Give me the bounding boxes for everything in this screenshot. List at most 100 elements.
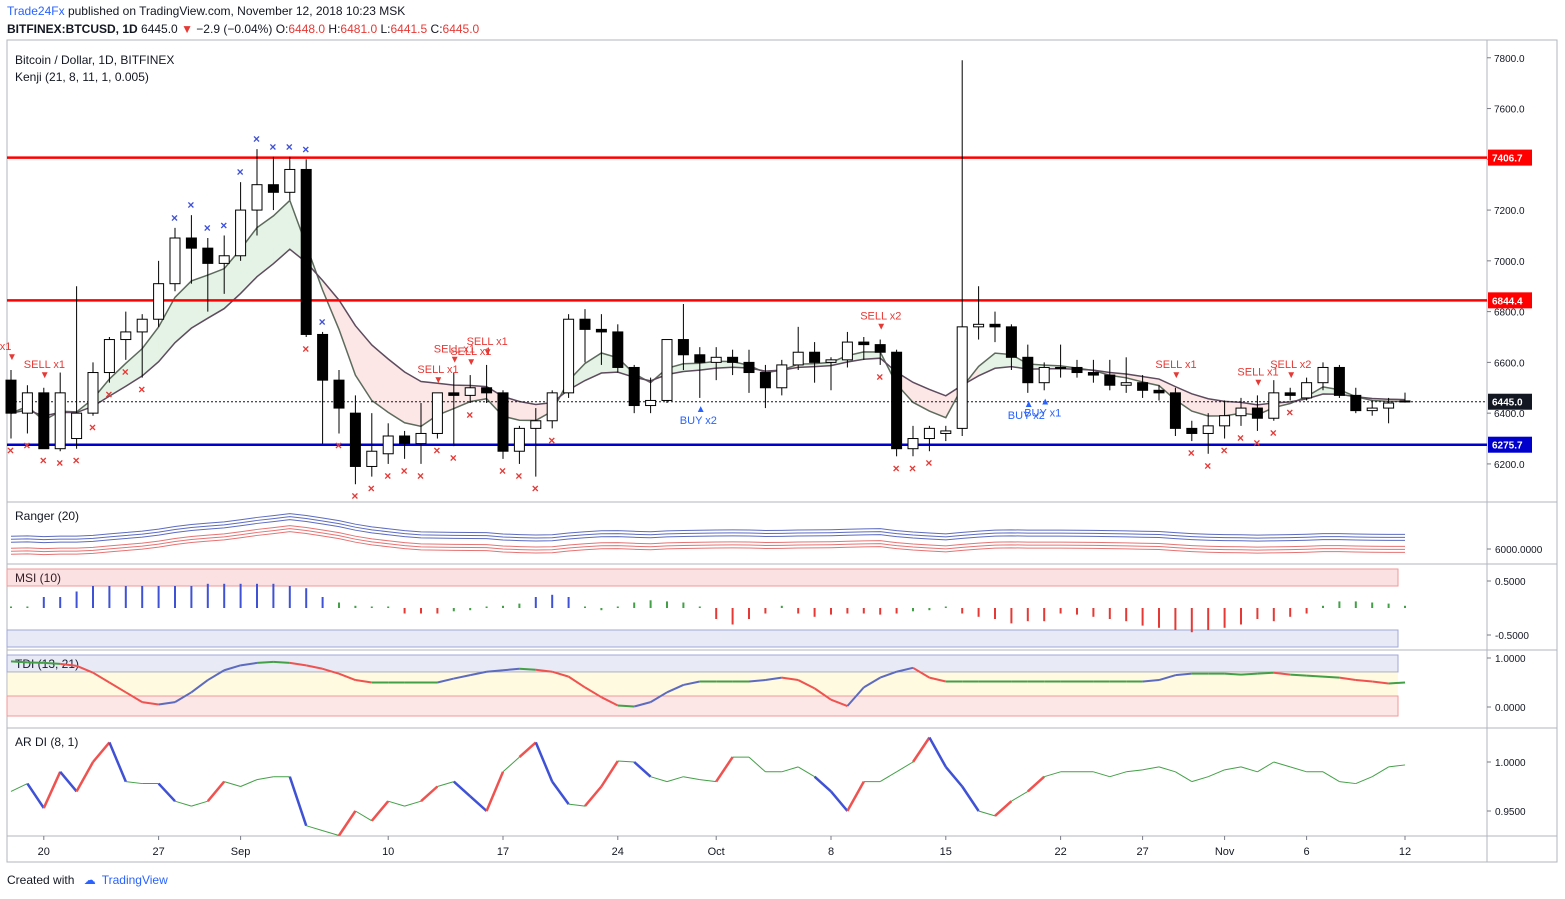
sell-signal-label: SELL x1 <box>24 359 65 371</box>
cross-low-marker: × <box>515 469 522 483</box>
sell-signal-label: SELL x1 <box>1237 366 1278 378</box>
tdi-segment <box>108 681 127 694</box>
ardi-segment <box>1011 790 1029 802</box>
low-label: L: <box>380 22 391 36</box>
tdi-segment <box>1224 672 1242 676</box>
trend-cloud <box>519 401 536 421</box>
tdi-segment <box>125 691 143 703</box>
ardi-segment <box>748 756 766 773</box>
tdi-segment <box>797 679 816 690</box>
trend-cloud <box>175 280 192 343</box>
open-value: 6448.0 <box>288 22 326 36</box>
candle <box>1104 359 1116 391</box>
tdi-segment <box>600 696 619 707</box>
ardi-segment <box>75 761 95 793</box>
sell-signal-label: SELL x1 <box>417 364 458 376</box>
sell-signal-label: SELL x1 <box>1155 359 1196 371</box>
cross-low-marker: × <box>1188 446 1195 460</box>
ardi-segment <box>1026 775 1046 793</box>
chart-canvas[interactable]: 7800.07600.07400.07200.07000.06800.06600… <box>0 0 1565 870</box>
sub-tick-label: -0.5000 <box>1495 631 1529 642</box>
tradingview-link[interactable]: TradingView <box>101 873 168 887</box>
trend-cloud <box>585 352 602 381</box>
candle-body <box>153 283 165 320</box>
tdi-segment <box>1306 674 1324 678</box>
candle-body <box>694 354 706 363</box>
level-tag <box>1488 292 1532 309</box>
candle-body <box>21 392 33 414</box>
last-price: 6445.0 <box>141 22 178 36</box>
candle-body <box>1251 407 1263 419</box>
candle-body <box>1022 356 1034 384</box>
candle-body <box>677 339 689 356</box>
ardi-segment <box>370 800 390 822</box>
tdi-segment <box>43 661 61 665</box>
cross-low-marker: × <box>368 482 375 496</box>
candle-body <box>317 333 329 381</box>
candle-body <box>87 372 99 414</box>
candle <box>1366 400 1378 416</box>
candle <box>612 324 624 373</box>
tdi-segment <box>519 667 536 671</box>
candle-body <box>38 392 50 450</box>
cross-low-marker: × <box>335 438 342 452</box>
sell-arrow-icon: ▼ <box>466 357 476 368</box>
time-axis[interactable]: 20 27 Sep 10 17 24 Oct 8 15 22 27 Nov 6 12 <box>38 836 1411 858</box>
ardi-segment <box>452 780 472 798</box>
candle <box>202 238 214 312</box>
tdi-lower-zone <box>6 695 1399 717</box>
tdi-segment <box>1240 672 1258 676</box>
y-tick-label: 6400.0 <box>1494 409 1525 420</box>
ardi-segment <box>26 782 45 809</box>
sub-tick-label: 1.0000 <box>1495 654 1526 665</box>
candle-body <box>530 420 542 429</box>
candle-body <box>54 392 66 450</box>
ardi-segment <box>404 800 422 807</box>
chart-frame <box>6 39 1558 863</box>
candle <box>694 347 706 398</box>
ardi-segment <box>191 800 208 807</box>
ardi-segment <box>944 766 964 788</box>
tdi-segment <box>568 675 586 689</box>
cross-low-marker: × <box>105 388 112 402</box>
ardi-segment <box>683 776 700 781</box>
ardi-segment <box>206 780 226 803</box>
trend-cloud <box>863 351 881 360</box>
candle <box>1383 397 1395 424</box>
cross-low-marker: × <box>138 383 145 397</box>
ardi-segment <box>600 760 619 788</box>
sub-panel-title: MSI (10) <box>15 571 61 585</box>
tradingview-logo-icon[interactable]: ☁ <box>83 873 96 887</box>
trend-cloud <box>207 268 225 319</box>
candle <box>1219 400 1231 439</box>
candle-body <box>1005 326 1017 358</box>
sell-arrow-icon: ▼ <box>40 370 50 381</box>
candle-body <box>743 361 755 374</box>
candle <box>464 375 476 403</box>
tdi-segment <box>355 679 372 684</box>
publisher-name[interactable]: Trade24Fx <box>7 4 65 18</box>
open-label: O: <box>275 22 289 36</box>
candle <box>1153 385 1165 401</box>
candle-body <box>661 339 673 401</box>
ardi-segment <box>1093 771 1110 778</box>
x-tick-label: Nov <box>1215 846 1235 858</box>
price-change: −2.9 (−0.04%) <box>196 22 273 36</box>
candle <box>1120 357 1132 393</box>
cross-low-marker: × <box>351 489 358 503</box>
candle-body <box>973 323 985 328</box>
candle-body <box>1317 366 1329 384</box>
candle <box>1350 387 1362 414</box>
ardi-segment <box>699 779 717 783</box>
ardi-segment <box>42 771 62 809</box>
candle <box>136 314 148 378</box>
candle-body <box>333 379 345 409</box>
candle <box>759 364 771 409</box>
sell-arrow-icon: ▼ <box>1286 370 1296 381</box>
price-panel[interactable]: 7800.07600.07400.07200.07000.06800.06600… <box>0 54 1532 503</box>
ardi-segment <box>896 761 914 773</box>
candle-body <box>874 344 886 353</box>
x-tick-label: 10 <box>382 846 394 858</box>
x-tick-label: 6 <box>1304 846 1310 858</box>
x-tick-label: 15 <box>940 846 952 858</box>
